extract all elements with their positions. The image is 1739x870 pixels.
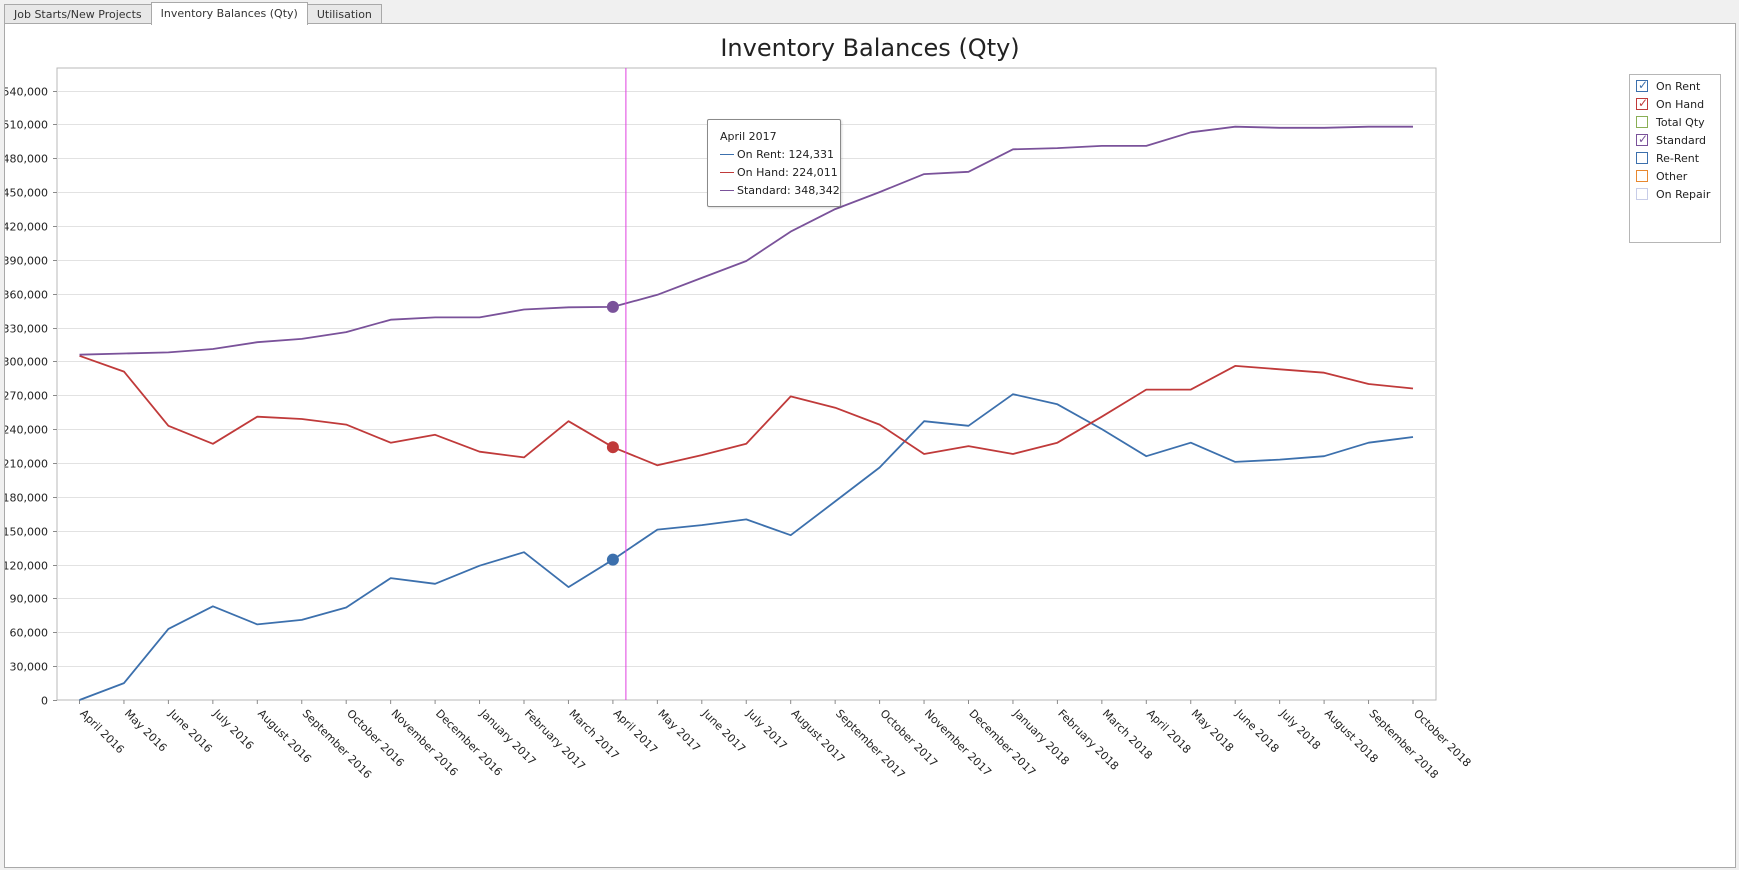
x-tick-label: April 2016: [77, 707, 126, 756]
x-tick-label: June 2018: [1232, 706, 1281, 755]
check-icon: ✓: [1638, 96, 1649, 110]
legend-item-on-repair[interactable]: On Repair: [1636, 185, 1710, 203]
legend-label: On Repair: [1656, 187, 1711, 201]
y-tick-label: 210,000: [5, 458, 48, 471]
check-icon: ✓: [1638, 78, 1649, 92]
y-tick-label: 450,000: [5, 187, 48, 200]
tab-strip: Job Starts/New Projects Inventory Balanc…: [4, 2, 382, 25]
tab-inventory-balances[interactable]: Inventory Balances (Qty): [150, 2, 308, 25]
legend-checkbox[interactable]: [1636, 152, 1648, 164]
tooltip-swatch: [720, 190, 734, 191]
y-tick-label: 120,000: [5, 560, 48, 573]
legend: ✓ On Rent ✓ On Hand Total Qty ✓ Standard Re-Ren…: [1629, 74, 1721, 243]
legend-checkbox[interactable]: [1636, 116, 1648, 128]
tooltip-title: April 2017: [720, 130, 777, 143]
y-tick-label: 390,000: [5, 255, 48, 268]
y-tick-label: 540,000: [5, 86, 48, 99]
tooltip-swatch: [720, 172, 734, 173]
y-tick-label: 0: [41, 695, 48, 708]
tooltip-row-label: Standard: 348,342: [737, 184, 840, 197]
x-tick-label: July 2018: [1277, 706, 1323, 752]
highlight-point-on-hand[interactable]: [606, 441, 619, 454]
x-tick-label: May 2016: [122, 707, 170, 755]
legend-checkbox[interactable]: [1636, 188, 1648, 200]
legend-item-on-hand[interactable]: ✓ On Hand: [1636, 95, 1704, 113]
y-tick-label: 180,000: [5, 492, 48, 505]
legend-item-re-rent[interactable]: Re-Rent: [1636, 149, 1699, 167]
y-tick-label: 270,000: [5, 390, 48, 403]
legend-item-standard[interactable]: ✓ Standard: [1636, 131, 1706, 149]
legend-label: Standard: [1656, 133, 1707, 147]
y-tick-label: 240,000: [5, 424, 48, 437]
y-tick-label: 510,000: [5, 119, 48, 132]
x-tick-label: May 2017: [655, 707, 703, 755]
tooltip-swatch: [720, 154, 734, 155]
tooltip-row-on-hand: On Hand: 224,011: [720, 166, 838, 179]
legend-label: On Hand: [1656, 97, 1705, 111]
x-tick-label: July 2016: [210, 706, 256, 752]
legend-label: On Rent: [1656, 79, 1701, 93]
series-line-standard[interactable]: [79, 125, 1414, 356]
legend-checkbox[interactable]: ✓: [1636, 96, 1649, 110]
y-tick-label: 60,000: [10, 627, 49, 640]
legend-label: Re-Rent: [1656, 151, 1700, 165]
tooltip-row-on-rent: On Rent: 124,331: [720, 148, 834, 161]
chart-panel: Inventory Balances (Qty) 0 30,000 60,000 90…: [4, 23, 1736, 868]
highlight-point-on-rent[interactable]: [606, 553, 619, 566]
tooltip-row-standard: Standard: 348,342: [720, 184, 840, 197]
x-tick-label: July 2017: [743, 706, 789, 752]
chart-tooltip: April 2017 On Rent: 124,331 On Hand: 224…: [707, 119, 841, 207]
series-line-on-rent[interactable]: [79, 393, 1414, 701]
legend-checkbox[interactable]: ✓: [1636, 132, 1649, 146]
legend-label: Total Qty: [1656, 115, 1705, 129]
legend-checkbox[interactable]: ✓: [1636, 78, 1649, 92]
tab-utilisation[interactable]: Utilisation: [306, 4, 382, 25]
y-tick-label: 360,000: [5, 289, 48, 302]
y-tick-label: 30,000: [10, 661, 49, 674]
tooltip-row-label: On Rent: 124,331: [737, 148, 835, 161]
tab-job-starts[interactable]: Job Starts/New Projects: [4, 4, 152, 25]
chart-title: Inventory Balances (Qty): [720, 34, 1020, 62]
legend-item-other[interactable]: Other: [1636, 167, 1687, 185]
x-tick-label: June 2017: [699, 706, 748, 755]
y-tick-label: 420,000: [5, 221, 48, 234]
x-tick-label: May 2018: [1189, 707, 1237, 755]
y-tick-label: 150,000: [5, 526, 48, 539]
check-icon: ✓: [1638, 132, 1649, 146]
legend-checkbox[interactable]: [1636, 170, 1648, 182]
y-tick-label: 480,000: [5, 153, 48, 166]
series-line-on-hand[interactable]: [79, 354, 1414, 467]
x-tick-label: June 2016: [166, 706, 215, 755]
tooltip-row-label: On Hand: 224,011: [737, 166, 838, 179]
legend-item-on-rent[interactable]: ✓ On Rent: [1636, 77, 1700, 95]
legend-label: Other: [1656, 169, 1688, 183]
y-tick-label: 300,000: [5, 356, 48, 369]
legend-item-total-qty[interactable]: Total Qty: [1636, 113, 1705, 131]
y-tick-label: 90,000: [10, 593, 49, 606]
y-tick-label: 330,000: [5, 323, 48, 336]
highlight-point-standard[interactable]: [606, 300, 619, 313]
